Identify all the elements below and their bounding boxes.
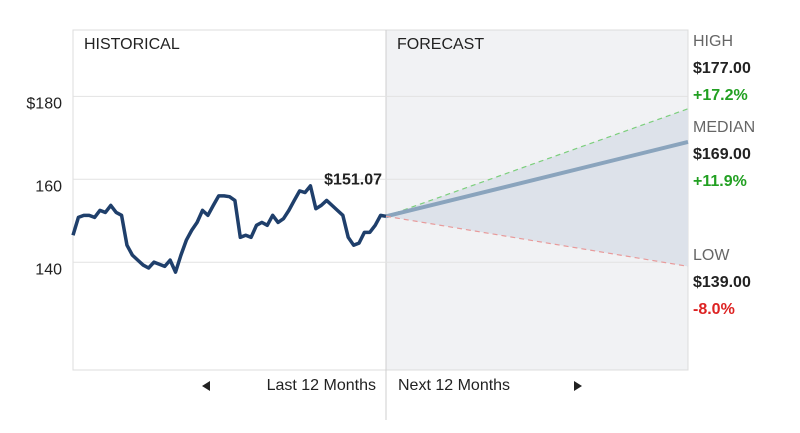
x-label: Last 12 Months bbox=[267, 377, 376, 394]
series-name: LOW bbox=[693, 247, 730, 264]
forecast-value: $139.00 bbox=[693, 274, 751, 291]
forecast-cone bbox=[386, 108, 688, 267]
forecast-value: $169.00 bbox=[693, 146, 751, 163]
last-price-label: $151.07 bbox=[324, 172, 382, 189]
forecast-change: -8.0% bbox=[693, 301, 735, 318]
history-line bbox=[71, 184, 387, 274]
forecast-change: +11.9% bbox=[693, 173, 747, 190]
section-label: HISTORICAL bbox=[84, 36, 180, 53]
series-name: MEDIAN bbox=[693, 119, 755, 136]
left-arrow bbox=[202, 381, 210, 391]
right-arrow bbox=[574, 381, 582, 391]
forecast-line bbox=[385, 140, 689, 219]
y-tick-label: 140 bbox=[35, 261, 62, 278]
forecast-line bbox=[385, 215, 689, 267]
series-name: HIGH bbox=[693, 33, 733, 50]
forecast-change: +17.2% bbox=[693, 87, 748, 104]
y-tick-label: $180 bbox=[26, 96, 62, 113]
forecast-value: $177.00 bbox=[693, 60, 751, 77]
section-label: FORECAST bbox=[397, 36, 484, 53]
y-tick-label: 160 bbox=[35, 178, 62, 195]
x-label: Next 12 Months bbox=[398, 377, 510, 394]
